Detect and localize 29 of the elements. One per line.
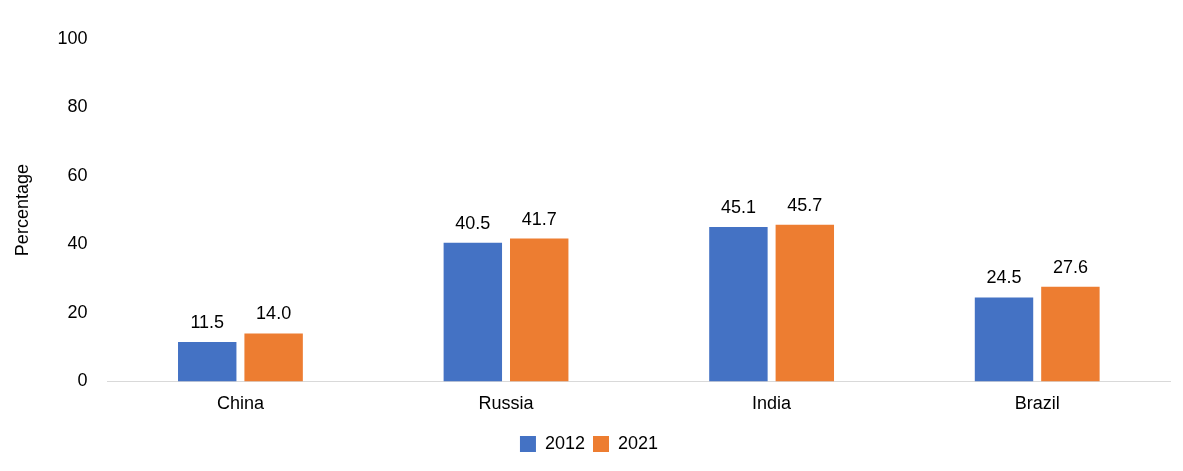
bar — [775, 224, 835, 382]
bar — [178, 342, 237, 382]
data-label: 27.6 — [1052, 256, 1088, 277]
y-tick-label: 80 — [67, 96, 88, 117]
data-label: 41.7 — [521, 208, 557, 229]
x-tick-label: Russia — [478, 393, 535, 414]
data-label: 45.1 — [720, 196, 756, 217]
x-tick-label: Brazil — [1014, 393, 1060, 414]
bar — [510, 238, 569, 382]
data-label: 45.7 — [787, 194, 823, 215]
y-tick-label: 60 — [67, 164, 88, 185]
data-label: 11.5 — [190, 311, 225, 332]
legend-label: 2021 — [618, 432, 659, 453]
bar — [443, 242, 503, 382]
y-tick-label: 100 — [57, 27, 88, 48]
y-tick-label: 40 — [67, 233, 88, 254]
x-tick-label: China — [216, 393, 265, 414]
x-tick-label: India — [752, 393, 793, 414]
y-tick-label: 0 — [77, 370, 88, 391]
y-tick-label: 20 — [67, 301, 88, 322]
data-label: 14.0 — [256, 303, 292, 324]
bar — [709, 226, 768, 382]
bar — [244, 333, 303, 382]
data-label: 24.5 — [986, 267, 1022, 288]
bar — [1041, 286, 1100, 382]
data-label: 40.5 — [455, 212, 491, 233]
legend-label: 2012 — [544, 432, 585, 453]
bar — [974, 297, 1034, 382]
y-axis-title: Percentage — [11, 164, 32, 257]
